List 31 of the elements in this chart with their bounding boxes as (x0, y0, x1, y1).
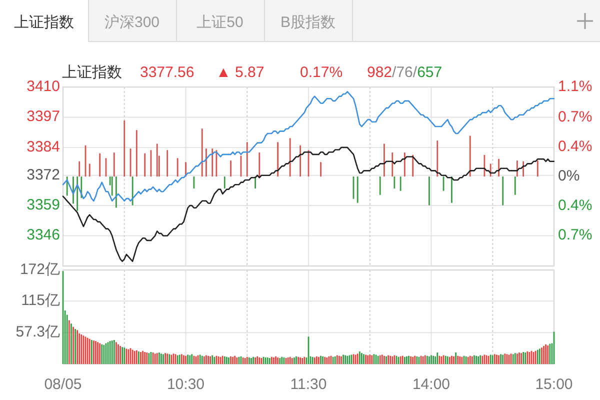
text: 0.17% (300, 64, 343, 81)
line-series (62, 91, 555, 202)
text: B股指数 (280, 14, 336, 31)
x-tick-label: 14:00 (412, 376, 450, 393)
x-tick-label: 08/05 (44, 376, 82, 393)
text: 沪深300 (104, 14, 160, 31)
y2-tick-label: 0% (558, 167, 580, 184)
chart-title: 上证指数 (62, 64, 122, 81)
y-tick-label: 3384 (26, 138, 60, 156)
y-tick-label: 172亿 (20, 260, 60, 278)
x-tick-label: 15:00 (535, 376, 573, 393)
text: 982/76/657 (367, 64, 442, 81)
y-tick-label: 3410 (26, 78, 60, 95)
y2-tick-label: 0.4% (558, 138, 592, 155)
y-tick-label: 3397 (26, 108, 60, 126)
text: ▲ 5.87 (216, 64, 264, 81)
text: 上证指数 (14, 14, 74, 31)
line-series (62, 146, 555, 262)
y2-tick-label: 0.7% (558, 108, 592, 126)
y-tick-label: 57.3亿 (16, 324, 60, 341)
x-tick-label: 11:30 (290, 376, 327, 393)
y-tick-label: 3359 (26, 196, 60, 214)
y2-tick-label: 1.1% (558, 78, 592, 95)
y-tick-label: 3346 (26, 226, 60, 244)
y-tick-label: 115亿 (21, 292, 60, 310)
text: 上证50 (196, 14, 244, 31)
y2-tick-label: 0.7% (558, 226, 592, 244)
x-tick-label: 10:30 (166, 376, 205, 393)
text: 3377.56 (140, 64, 194, 81)
y2-tick-label: 0.4% (558, 197, 592, 214)
y-tick-label: 3372 (26, 166, 60, 184)
